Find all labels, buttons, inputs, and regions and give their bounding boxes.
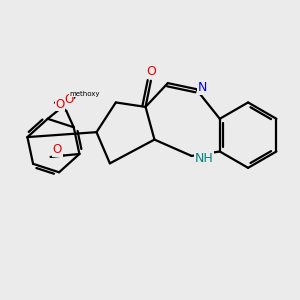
- Text: O: O: [64, 93, 73, 106]
- Text: N: N: [198, 81, 207, 94]
- Text: NH: NH: [195, 152, 214, 165]
- Text: O: O: [53, 143, 62, 156]
- Text: methoxy: methoxy: [70, 91, 100, 97]
- Text: O: O: [55, 98, 64, 111]
- Text: O: O: [146, 65, 156, 78]
